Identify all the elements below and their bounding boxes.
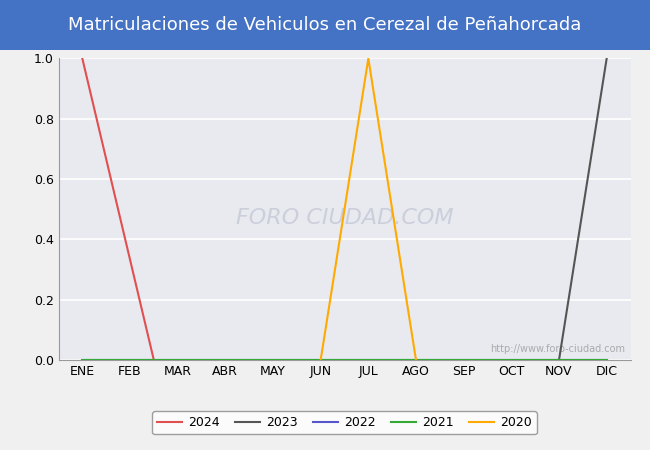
Text: http://www.foro-ciudad.com: http://www.foro-ciudad.com (490, 344, 625, 354)
Text: FORO CIUDAD.COM: FORO CIUDAD.COM (236, 208, 453, 228)
Legend: 2024, 2023, 2022, 2021, 2020: 2024, 2023, 2022, 2021, 2020 (152, 411, 537, 435)
Text: Matriculaciones de Vehiculos en Cerezal de Peñahorcada: Matriculaciones de Vehiculos en Cerezal … (68, 16, 582, 34)
